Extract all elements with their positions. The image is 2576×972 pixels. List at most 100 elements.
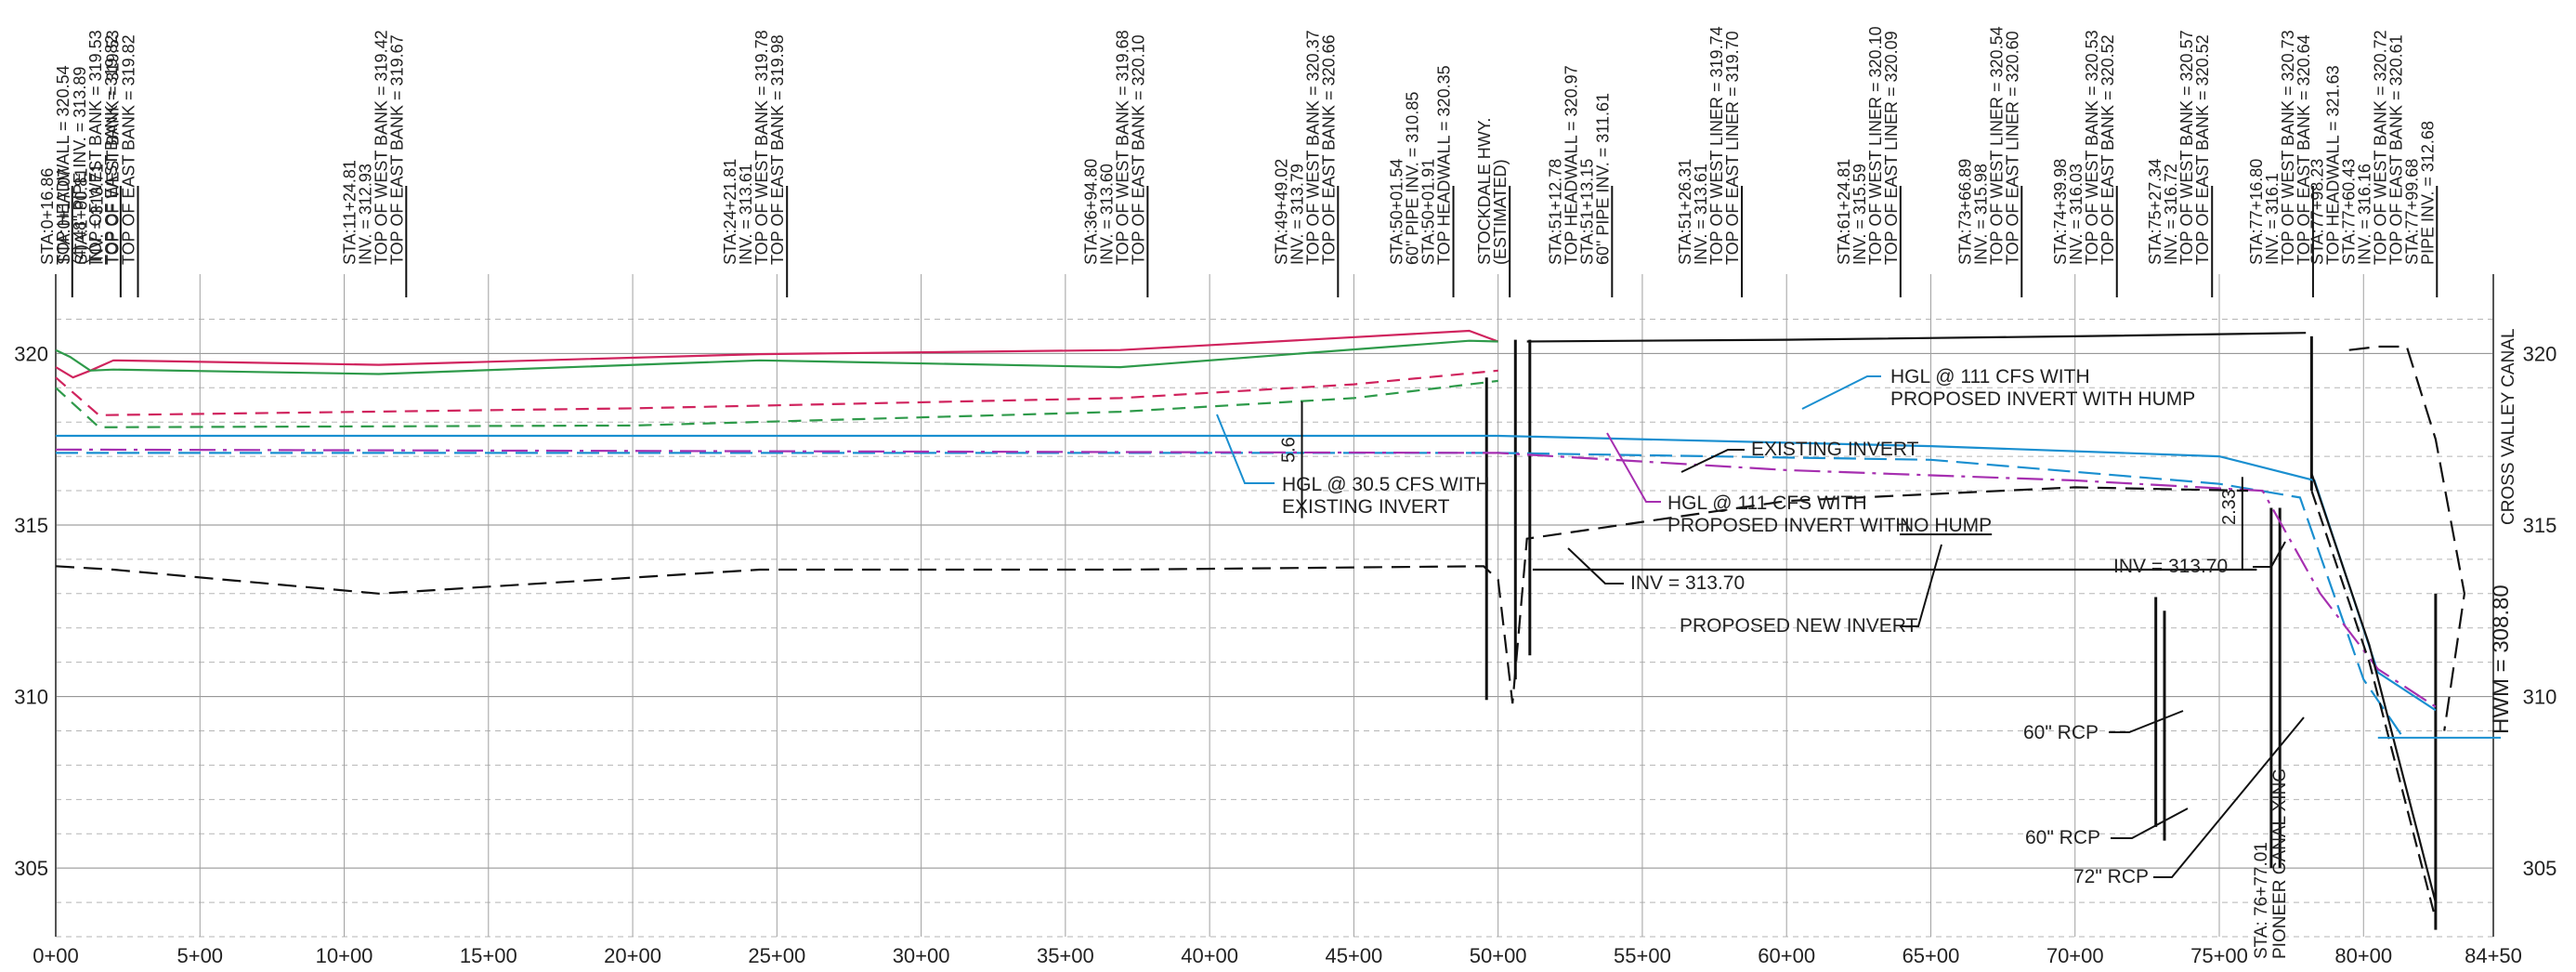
y-tick-label-right: 315 [2523, 514, 2557, 537]
cross-valley-canal-label: CROSS VALLEY CANAL [2499, 328, 2518, 525]
annotations: HGL @ 30.5 CFS WITH EXISTING INVERT HGL @ … [1216, 328, 2518, 959]
station-label-line: STA:50+01.54 [1388, 159, 1406, 265]
station-label-line: (ESTIMATED) [1491, 159, 1510, 265]
station-label-line: STA:1+90.81 [72, 168, 91, 265]
station-label-line: TOP OF WEST LINER = 320.54 [1987, 26, 2006, 265]
station-label-line: TOP OF WEST BANK = 320.72 [2371, 30, 2389, 265]
station-label-line: INV. = 312.93 [356, 164, 374, 265]
pioneer-canal-label: PIONEER CANAL XING [2270, 768, 2290, 959]
x-tick-label: 40+00 [1181, 944, 1238, 967]
station-label-line: STA:74+39.98 [2051, 159, 2070, 265]
station-label-line: TOP OF WEST BANK = 320.57 [2177, 30, 2196, 265]
hwm-label: HWM = 308.80 [2489, 585, 2514, 734]
station-label-line: STA:51+26.31 [1676, 159, 1694, 265]
station-label-line: INV. = 315.59 [1850, 164, 1869, 265]
existing-invert-leader [1680, 449, 1745, 473]
dimension-5-6: 5.6 [1279, 437, 1300, 463]
hgl-111-hump-label: PROPOSED INVERT WITH HUMP [1890, 388, 2195, 410]
station-label-line: TOP OF WEST BANK = 319.42 [372, 30, 390, 265]
proposed-new-invert-label: PROPOSED NEW INVERT [1680, 615, 1917, 637]
x-tick-label: 80+00 [2334, 944, 2392, 967]
x-tick-label: 55+00 [1614, 944, 1671, 967]
x-tick-label: 50+00 [1470, 944, 1527, 967]
x-tick-label: 20+00 [604, 944, 661, 967]
y-tick-label-right: 320 [2523, 342, 2557, 365]
x-tick-label: 75+00 [2190, 944, 2248, 967]
rcp-label: 72" RCP [2073, 866, 2149, 887]
inv-label-left: INV = 313.70 [1630, 572, 1745, 594]
series-canal-right-side [2310, 473, 2437, 903]
station-label-line: TOP OF EAST BANK = 319.82 [120, 34, 138, 265]
station-label-line: STA:24+21.81 [721, 159, 739, 265]
x-tick-label: 0+00 [33, 944, 79, 967]
station-label-line: TOP OF EAST BANK = 320.64 [2295, 34, 2313, 265]
station-label-line: STA:49+49.02 [1272, 159, 1290, 265]
x-tick-label: 84+50 [2465, 944, 2522, 967]
station-label-line: STA:77+99.68 [2402, 159, 2421, 265]
station-label-line: INV. = 316.1 [2263, 173, 2282, 265]
station-label-line: (4) 48" PIPE INV. = 313.89 [71, 67, 89, 265]
station-label-line: TOP OF EAST LINER = 319.70 [1723, 31, 1742, 265]
hgl-111-no-hump-leader [1606, 432, 1661, 503]
station-label-line: STA:77+60.43 [2339, 159, 2358, 265]
series-hgl-30-5 [56, 434, 2437, 712]
x-tick-label: 10+00 [316, 944, 373, 967]
series-top-line-51-78 [1526, 332, 2307, 343]
series-existing-invert [55, 486, 2249, 704]
station-label-line: TOP OF WEST LINER = 320.10 [1866, 26, 1885, 265]
station-label-line: TOP OF WEST BANK = 319.78 [752, 30, 771, 265]
station-label-line: TOP HEADWALL = 320.35 [1435, 65, 1454, 265]
inv-right-leader [2253, 541, 2286, 568]
station-label-line: 60" PIPE INV. = 310.85 [1404, 92, 1422, 265]
station-label-line: TOP OF EAST BANK = 320.66 [1319, 34, 1338, 265]
station-label-line: STA:61+24.81 [1835, 159, 1853, 265]
hgl-30-5-label: HGL @ 30.5 CFS WITH [1282, 474, 1490, 495]
station-label-line: 60" PIPE INV. = 311.61 [1593, 93, 1612, 265]
station-label-line: INV. = 316.72 [2162, 164, 2180, 265]
station-label-line: STA:51+13.15 [1577, 159, 1596, 265]
station-label-line: PIPE INV. = 312.68 [2418, 121, 2437, 265]
hgl-111-no-hump-label: HGL @ 111 CFS WITH [1667, 493, 1867, 514]
station-label-line: STA:11+24.81 [340, 160, 359, 265]
station-label-line: TOP OF WEST BANK = 319.53 [104, 30, 123, 265]
rcp-label: 60" RCP [2025, 827, 2100, 848]
station-label-line: STA:50+01.91 [1419, 159, 1438, 265]
series-east-bank-dashed [55, 379, 1498, 428]
x-tick-label: 70+00 [2046, 944, 2104, 967]
station-label-line: INV. = 316.16 [2355, 164, 2373, 265]
station-label-line: TOP OF EAST BANK = 320.52 [2099, 34, 2117, 265]
inv-left-leader [1567, 547, 1624, 585]
station-label-line: TOP OF WEST BANK = 320.53 [2083, 30, 2101, 265]
station-label-line: STA:0+17.07 [55, 168, 73, 265]
station-label-line: INV. = 313.61 [1692, 164, 1710, 265]
series-hgl-111-no-hump [55, 448, 2437, 708]
station-label-line: TOP OF EAST BANK = 320.52 [2193, 34, 2212, 265]
station-label-line: TOP HEADWALL = 320.54 [54, 65, 72, 265]
x-tick-label: 35+00 [1037, 944, 1094, 967]
pipe-structures [1484, 335, 2438, 930]
station-label-line: TOP OF EAST BANK = 319.67 [387, 34, 406, 265]
grid [55, 274, 2494, 938]
station-label-line: TOP OF EAST BANK = 320.61 [2386, 34, 2405, 265]
rcp-leader [2111, 808, 2189, 839]
hgl-111-no-hump-label: PROPOSED INVERT WITH [1667, 515, 1910, 536]
x-tick-label: 15+00 [460, 944, 517, 967]
x-tick-label: 60+00 [1758, 944, 1815, 967]
station-label-line: TOP HEADWALL = 321.63 [2323, 65, 2342, 265]
y-tick-label-left: 310 [14, 686, 48, 709]
dimension-2-33: 2.33 [2219, 489, 2240, 525]
axis-ticks: 0+00 5+00 10+00 15+00 20+00 25+00 30+00 35+00 40… [14, 342, 2556, 967]
inv-label-right: INV = 313.70 [2113, 556, 2228, 577]
station-label-line: STA:77+98.23 [2308, 159, 2326, 265]
existing-invert-label: EXISTING INVERT [1751, 439, 1919, 460]
no-hump-underlined: NO HUMP [1900, 515, 1992, 536]
rcp-label: 60" RCP [2023, 722, 2099, 743]
rcp-leader [2153, 716, 2305, 878]
proposed-invert-leader [1900, 544, 1942, 627]
station-label-line: INV. = 313.61 [737, 164, 755, 265]
rcp-leader [2109, 710, 2184, 733]
x-tick-label: 45+00 [1325, 944, 1382, 967]
x-tick-label: 5+00 [177, 944, 223, 967]
series-canal-outer-dashed [2348, 345, 2466, 731]
